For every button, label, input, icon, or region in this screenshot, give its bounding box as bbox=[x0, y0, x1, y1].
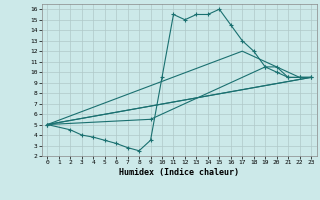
X-axis label: Humidex (Indice chaleur): Humidex (Indice chaleur) bbox=[119, 168, 239, 177]
